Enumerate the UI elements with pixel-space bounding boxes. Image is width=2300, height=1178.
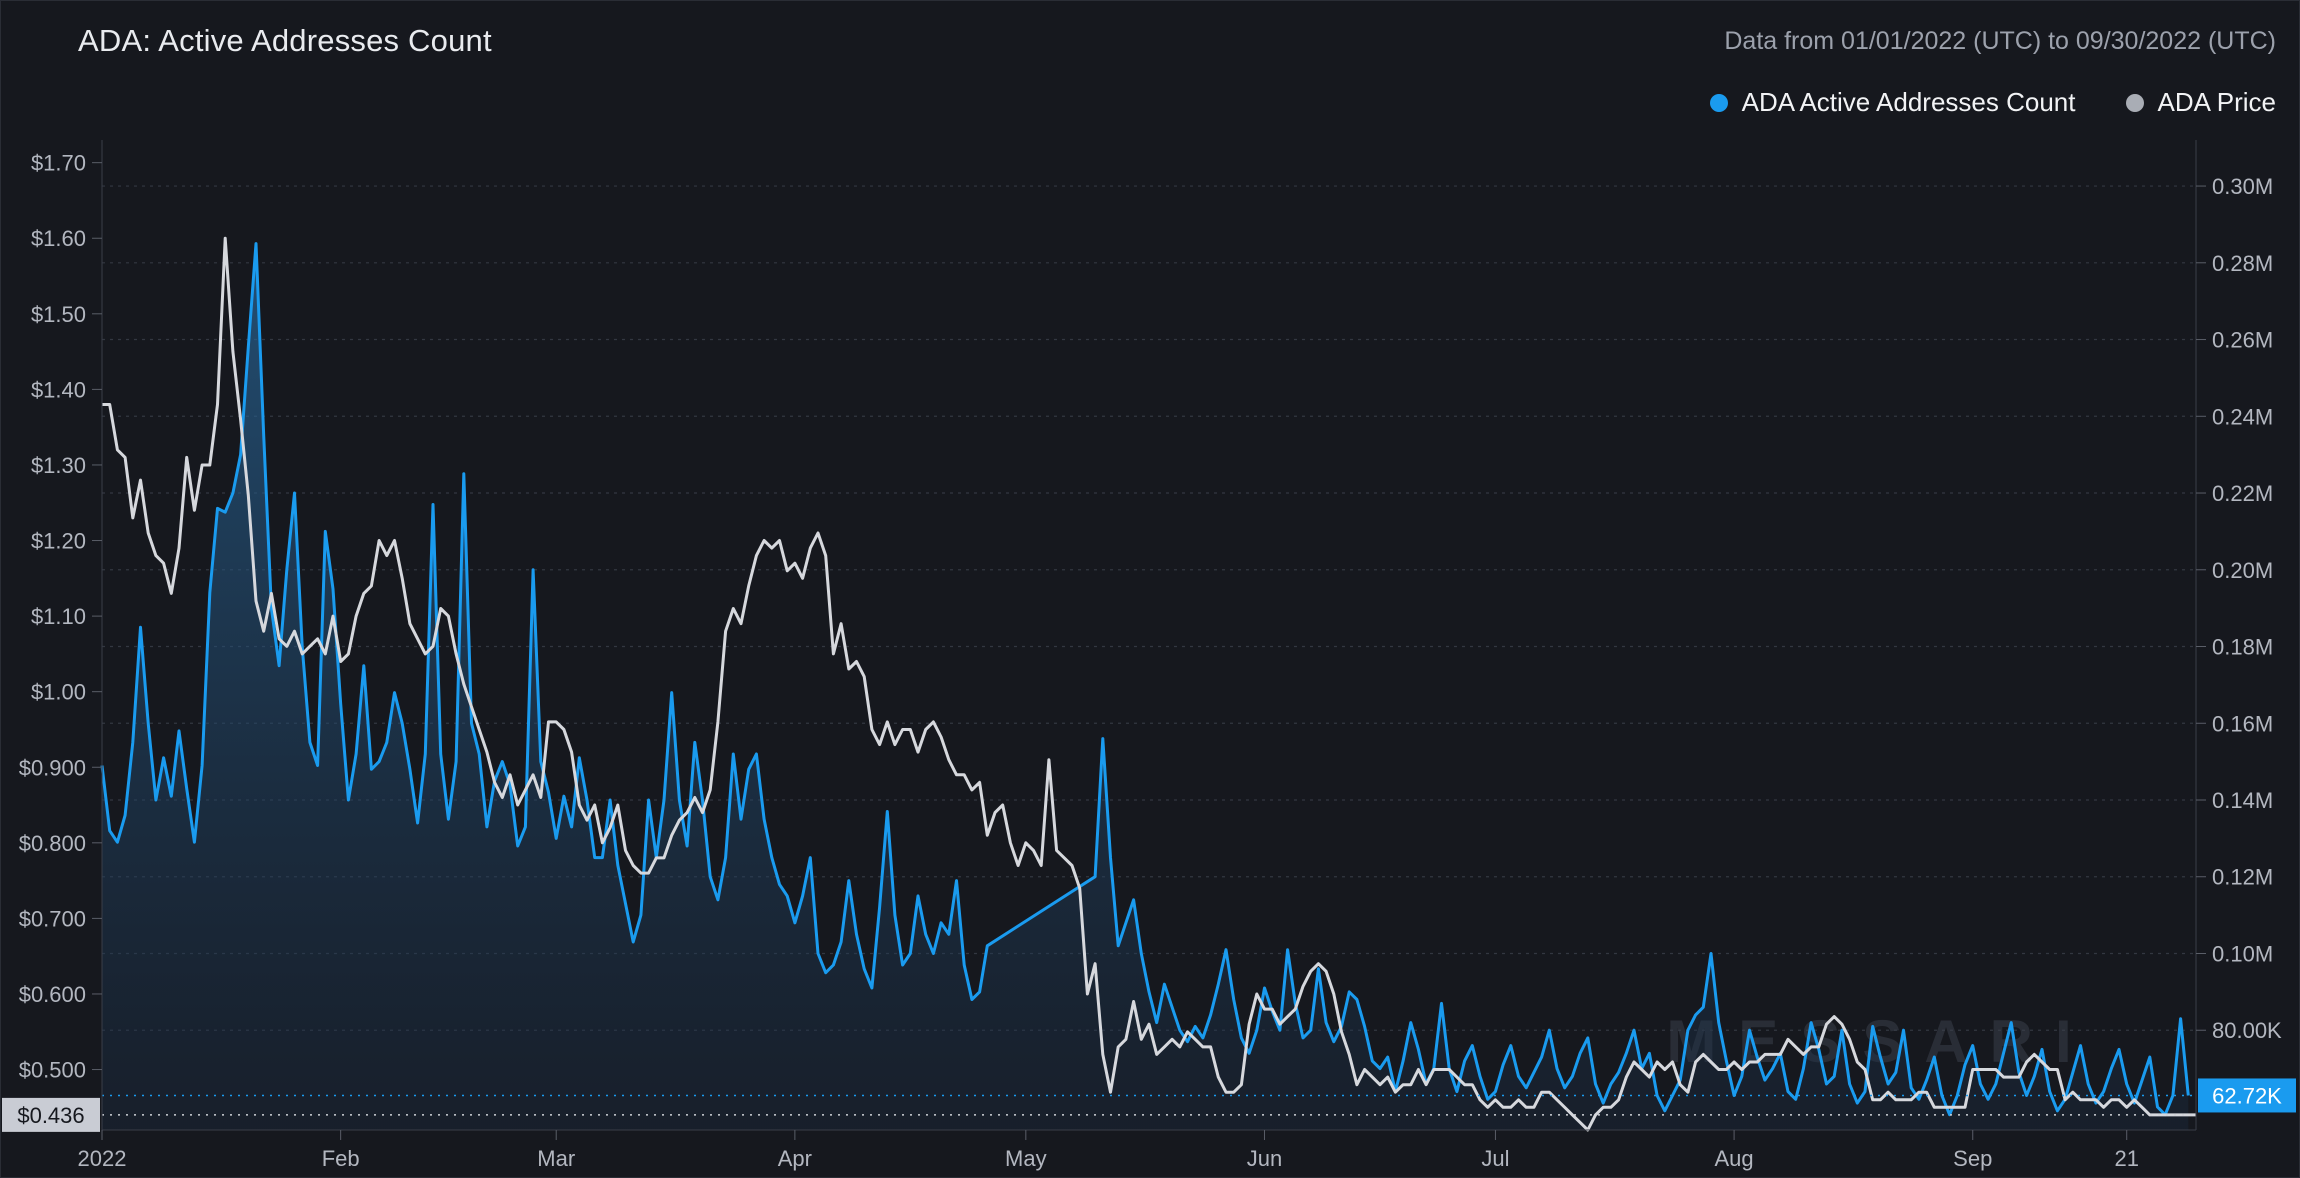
legend: ADA Active Addresses Count ADA Price	[1709, 87, 2277, 118]
legend-label-price: ADA Price	[2157, 87, 2277, 117]
legend-swatch-price	[2125, 93, 2144, 112]
x-tick-label: 21	[2114, 1146, 2138, 1171]
y-right-tick-label: 0.24M	[2212, 404, 2273, 429]
x-tick-label: 2022	[78, 1146, 127, 1171]
price-current-label: $0.436	[17, 1103, 84, 1128]
legend-item-addresses[interactable]: ADA Active Addresses Count	[1709, 87, 2076, 118]
y-left-tick-label: $1.10	[31, 604, 86, 629]
x-tick-label: Mar	[537, 1146, 575, 1171]
addresses-current-label: 62.72K	[2212, 1083, 2282, 1108]
y-right-tick-label: 0.18M	[2212, 635, 2273, 660]
x-tick-label: Jul	[1481, 1146, 1509, 1171]
y-right-tick-label: 80.00K	[2212, 1018, 2282, 1043]
legend-label-addresses: ADA Active Addresses Count	[1741, 87, 2076, 117]
y-left-tick-label: $0.900	[19, 755, 86, 780]
y-left-tick-label: $1.30	[31, 453, 86, 478]
date-range-label: Data from 01/01/2022 (UTC) to 09/30/2022…	[1724, 27, 2276, 55]
y-right-tick-label: 0.30M	[2212, 174, 2273, 199]
legend-swatch-addresses	[1709, 93, 1728, 112]
y-left-tick-label: $1.00	[31, 680, 86, 705]
y-right-tick-label: 0.16M	[2212, 711, 2273, 736]
y-left-tick-label: $1.60	[31, 226, 86, 251]
y-left-tick-label: $1.20	[31, 529, 86, 554]
y-left-tick-label: $0.700	[19, 906, 86, 931]
chart-title: ADA: Active Addresses Count	[78, 23, 492, 58]
price-line	[102, 236, 2196, 1132]
active-addresses-line	[100, 242, 2190, 1117]
active-addresses-area	[102, 243, 2189, 1131]
y-right-tick-label: 0.26M	[2212, 328, 2273, 353]
y-right-tick-label: 0.12M	[2212, 865, 2273, 890]
legend-item-price[interactable]: ADA Price	[2125, 87, 2277, 118]
y-left-tick-label: $0.800	[19, 831, 86, 856]
price-current-badge	[2, 1097, 100, 1132]
x-tick-label: Aug	[1715, 1146, 1754, 1171]
addresses-current-badge	[2198, 1078, 2296, 1113]
y-right-tick-label: 0.14M	[2212, 788, 2273, 813]
y-left-tick-label: $0.500	[19, 1058, 86, 1083]
y-right-tick-label: 0.22M	[2212, 481, 2273, 506]
x-tick-label: Jun	[1247, 1146, 1282, 1171]
y-right-tick-label: 0.10M	[2212, 941, 2273, 966]
y-left-tick-label: $1.50	[31, 302, 86, 327]
x-tick-label: May	[1005, 1146, 1047, 1171]
y-right-tick-label: 0.28M	[2212, 251, 2273, 276]
x-tick-label: Apr	[778, 1146, 812, 1171]
y-left-tick-label: $0.600	[19, 982, 86, 1007]
x-tick-label: Sep	[1953, 1146, 1992, 1171]
y-left-tick-label: $1.40	[31, 377, 86, 402]
y-right-tick-label: 0.20M	[2212, 558, 2273, 583]
x-tick-label: Feb	[322, 1146, 360, 1171]
y-left-tick-label: $1.70	[31, 151, 86, 176]
